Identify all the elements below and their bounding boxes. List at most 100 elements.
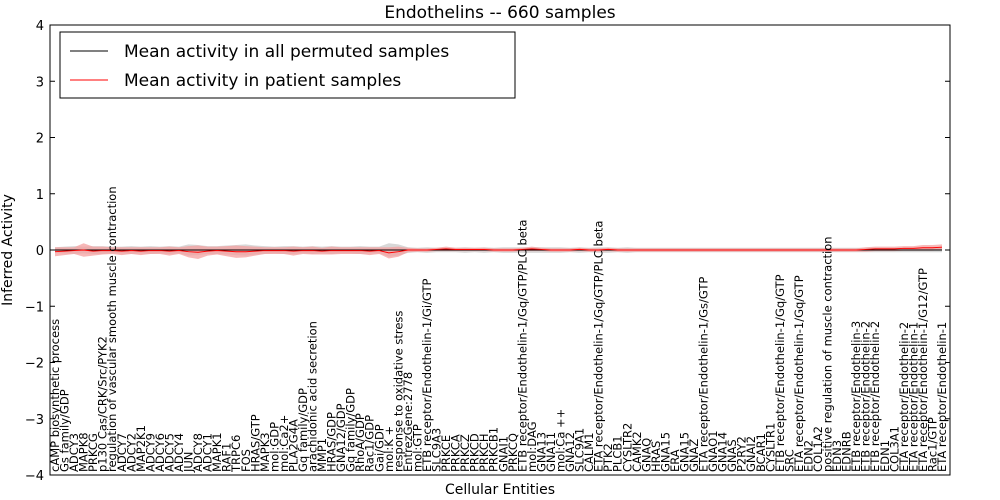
- x-tick-label: PRKCE: [439, 435, 453, 472]
- x-tick-label: ETB receptor/Endothelin-2: [868, 321, 882, 472]
- x-tick-label: ADCY9: [143, 433, 157, 472]
- x-tick-label: HRAS/GTP: [248, 414, 262, 472]
- series-line-patient: [54, 246, 943, 254]
- x-tick-label: Gs family/GDP: [58, 389, 72, 472]
- x-tick-label: ADCY2: [124, 433, 138, 472]
- y-tick-label: −3: [25, 413, 44, 428]
- x-tick-label: PRKCQ: [506, 433, 520, 472]
- x-tick-label: GNA13: [534, 432, 548, 472]
- x-tick-label: Gai/GDP: [372, 424, 386, 472]
- x-tick-label: ETA receptor/Endothelin-1/Gs/GTP: [697, 277, 711, 472]
- x-tick-label: ETA receptor/Endothelin-1/G12/GTP: [916, 268, 930, 472]
- band-patient: [55, 243, 942, 259]
- x-tick-label: GNA15: [677, 432, 691, 472]
- y-tick-label: 0: [36, 244, 44, 259]
- x-tick-label: positive regulation of muscle contractio…: [821, 236, 835, 472]
- x-tick-label: ETA receptor/Endothelin-1: [906, 322, 920, 472]
- x-tick-label: ETB receptor/Endothelin-1/Gq/GTP: [773, 274, 787, 472]
- x-tick-label: mol:GTP: [410, 424, 424, 472]
- x-tick-label: GNAS: [725, 439, 739, 472]
- x-tick-label: ADCY8: [191, 433, 205, 472]
- x-tick-label: PRKCG: [86, 433, 100, 472]
- x-tick-label: ETA receptor/Endothelin-1/Gq/GTP/PLC bet…: [592, 221, 606, 472]
- legend-box: [59, 31, 516, 99]
- y-tick-label: −1: [25, 300, 44, 315]
- x-tick-label: regulation of vascular smooth muscle con…: [105, 186, 119, 472]
- x-tick-label: RAF1: [220, 443, 234, 472]
- x-tick-label: GNAI1: [496, 436, 510, 472]
- x-tick-label: Gq family/GDP: [296, 388, 310, 472]
- x-tick-label: PRKCB1: [487, 427, 501, 472]
- x-tick-label: CALM1: [582, 432, 596, 472]
- x-tick-label: ETA receptor/Endothelin-1: [935, 322, 949, 472]
- x-tick-label: MAPK1: [210, 432, 224, 472]
- x-tick-label: MAPK3: [258, 432, 272, 472]
- x-tick-label: ETA receptor/Endothelin-2: [897, 322, 911, 472]
- x-tick-label: PTK2: [601, 443, 615, 472]
- x-tick-label: p130 Cas/CRK/Src/PYK2: [96, 336, 110, 472]
- x-tick-label: ERA: [668, 449, 682, 472]
- y-tick-label: 2: [36, 132, 44, 147]
- x-tick-label: SRC: [782, 449, 796, 472]
- legend: Mean activity in all permuted samples Me…: [59, 31, 516, 99]
- x-tick-label: EDN2: [801, 440, 815, 472]
- x-tick-label: mol:GDP: [267, 422, 281, 472]
- x-tick-label: ETB receptor/Endothelin-3: [849, 321, 863, 472]
- x-tick-label: ADCY4: [172, 433, 186, 472]
- x-tick-label: Rac1/GTP: [925, 417, 939, 472]
- x-tick-label: MAP2K1: [134, 425, 148, 472]
- legend-label-permuted: Mean activity in all permuted samples: [124, 42, 449, 62]
- x-tick-label: CYSLTR1: [763, 423, 777, 472]
- x-tick-label: BCAR1: [754, 433, 768, 472]
- x-tick-label: PLA2G4A: [286, 419, 300, 472]
- x-tick-label: PRKCD: [468, 433, 482, 472]
- y-tick-label: 1: [36, 188, 44, 203]
- x-tick-label: GNAQ: [639, 438, 653, 472]
- x-tick-label: arachidonic acid secretion: [306, 321, 320, 472]
- x-tick-label: EDNRB: [840, 431, 854, 472]
- x-tick-label: GNA11: [544, 432, 558, 472]
- x-axis-title: Cellular Entities: [445, 482, 555, 498]
- y-axis-ticks: −4 −3 −2 −1 0 1 2 3 4: [25, 19, 950, 484]
- x-tick-label: GNAZ: [687, 439, 701, 472]
- x-tick-label: PRKCZ: [458, 434, 472, 472]
- x-tick-label: ADCY7: [115, 433, 129, 472]
- x-tick-label: ADCY1: [201, 433, 215, 472]
- x-tick-label: mol:Ca2+: [277, 415, 291, 472]
- x-tick-label: GNAI2: [744, 436, 758, 472]
- x-tick-label: ETB receptor/Endothelin-1/Gi/GTP: [420, 278, 434, 472]
- x-tick-label: HRAS/GDP: [325, 412, 339, 472]
- x-tick-label: GNA12/GDP: [334, 403, 348, 472]
- x-tick-label: ETB receptor/Endothelin-2: [859, 321, 873, 472]
- x-tick-label: EntrezGene:2778: [401, 372, 415, 472]
- x-tick-label: FOS: [239, 449, 253, 472]
- x-tick-label: MMP1: [315, 438, 329, 472]
- x-tick-label: PRKCH: [477, 433, 491, 472]
- x-tick-label: ADCY6: [153, 433, 167, 472]
- y-tick-label: 3: [36, 75, 44, 90]
- x-tick-label: RhoA/GDP: [353, 413, 367, 472]
- x-tick-label: ETB receptor/Endothelin-1/Gq/GTP/PLC bet…: [515, 220, 529, 472]
- x-tick-label: P2RY2: [735, 436, 749, 472]
- x-tick-label: mol:Ca ++: [553, 409, 567, 472]
- x-tick-label: cAMP biosynthetic process: [48, 319, 62, 472]
- x-tick-label: Gq family/GDP: [344, 388, 358, 472]
- x-tick-label: mol:K +: [382, 426, 396, 472]
- x-tick-label: GNA12: [563, 432, 577, 472]
- x-tick-label: GNAO1: [706, 430, 720, 472]
- x-tick-label: response to oxidative stress: [391, 311, 405, 472]
- x-tick-label: Rac1/GDP: [363, 415, 377, 472]
- x-tick-label: COL3A1: [887, 426, 901, 472]
- x-tick-label: ADCY5: [162, 433, 176, 472]
- x-tick-label: ETA receptor/Endothelin-1/Gq/GTP: [792, 275, 806, 472]
- x-tick-label: PLCB1: [611, 435, 625, 472]
- x-tick-label: SLC9A1: [573, 428, 587, 472]
- plot-frame: [49, 24, 951, 476]
- legend-label-patient: Mean activity in patient samples: [124, 71, 401, 91]
- y-tick-label: 4: [36, 19, 44, 34]
- x-tick-label: SLC9A3: [430, 428, 444, 472]
- chart-title: Endothelins -- 660 samples: [384, 3, 615, 23]
- y-tick-label: −2: [25, 357, 44, 372]
